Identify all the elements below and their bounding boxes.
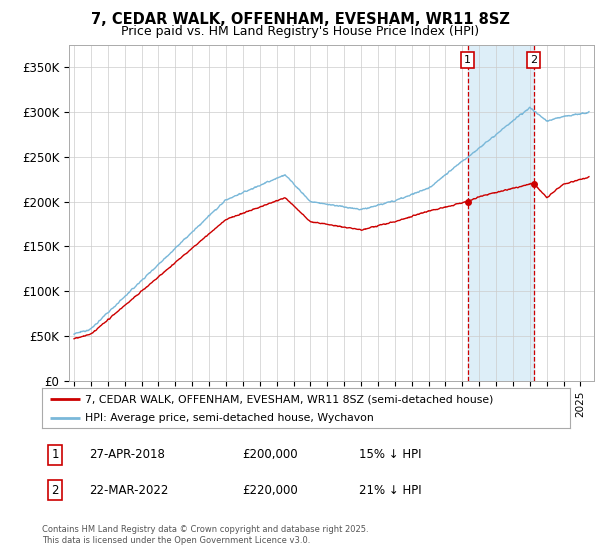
Text: £220,000: £220,000 (242, 484, 298, 497)
Text: Contains HM Land Registry data © Crown copyright and database right 2025.
This d: Contains HM Land Registry data © Crown c… (42, 525, 368, 545)
Text: 27-APR-2018: 27-APR-2018 (89, 449, 166, 461)
Text: Price paid vs. HM Land Registry's House Price Index (HPI): Price paid vs. HM Land Registry's House … (121, 25, 479, 38)
Bar (468, 45, 534, 381)
Text: HPI: Average price, semi-detached house, Wychavon: HPI: Average price, semi-detached house,… (85, 413, 374, 423)
Text: £200,000: £200,000 (242, 449, 298, 461)
Text: 2: 2 (530, 55, 537, 65)
Text: 22-MAR-2022: 22-MAR-2022 (89, 484, 169, 497)
Text: 7, CEDAR WALK, OFFENHAM, EVESHAM, WR11 8SZ: 7, CEDAR WALK, OFFENHAM, EVESHAM, WR11 8… (91, 12, 509, 27)
Text: 15% ↓ HPI: 15% ↓ HPI (359, 449, 421, 461)
Text: 7, CEDAR WALK, OFFENHAM, EVESHAM, WR11 8SZ (semi-detached house): 7, CEDAR WALK, OFFENHAM, EVESHAM, WR11 8… (85, 394, 494, 404)
Text: 1: 1 (464, 55, 471, 65)
Text: 21% ↓ HPI: 21% ↓ HPI (359, 484, 421, 497)
Text: 2: 2 (52, 484, 59, 497)
Text: 1: 1 (52, 449, 59, 461)
